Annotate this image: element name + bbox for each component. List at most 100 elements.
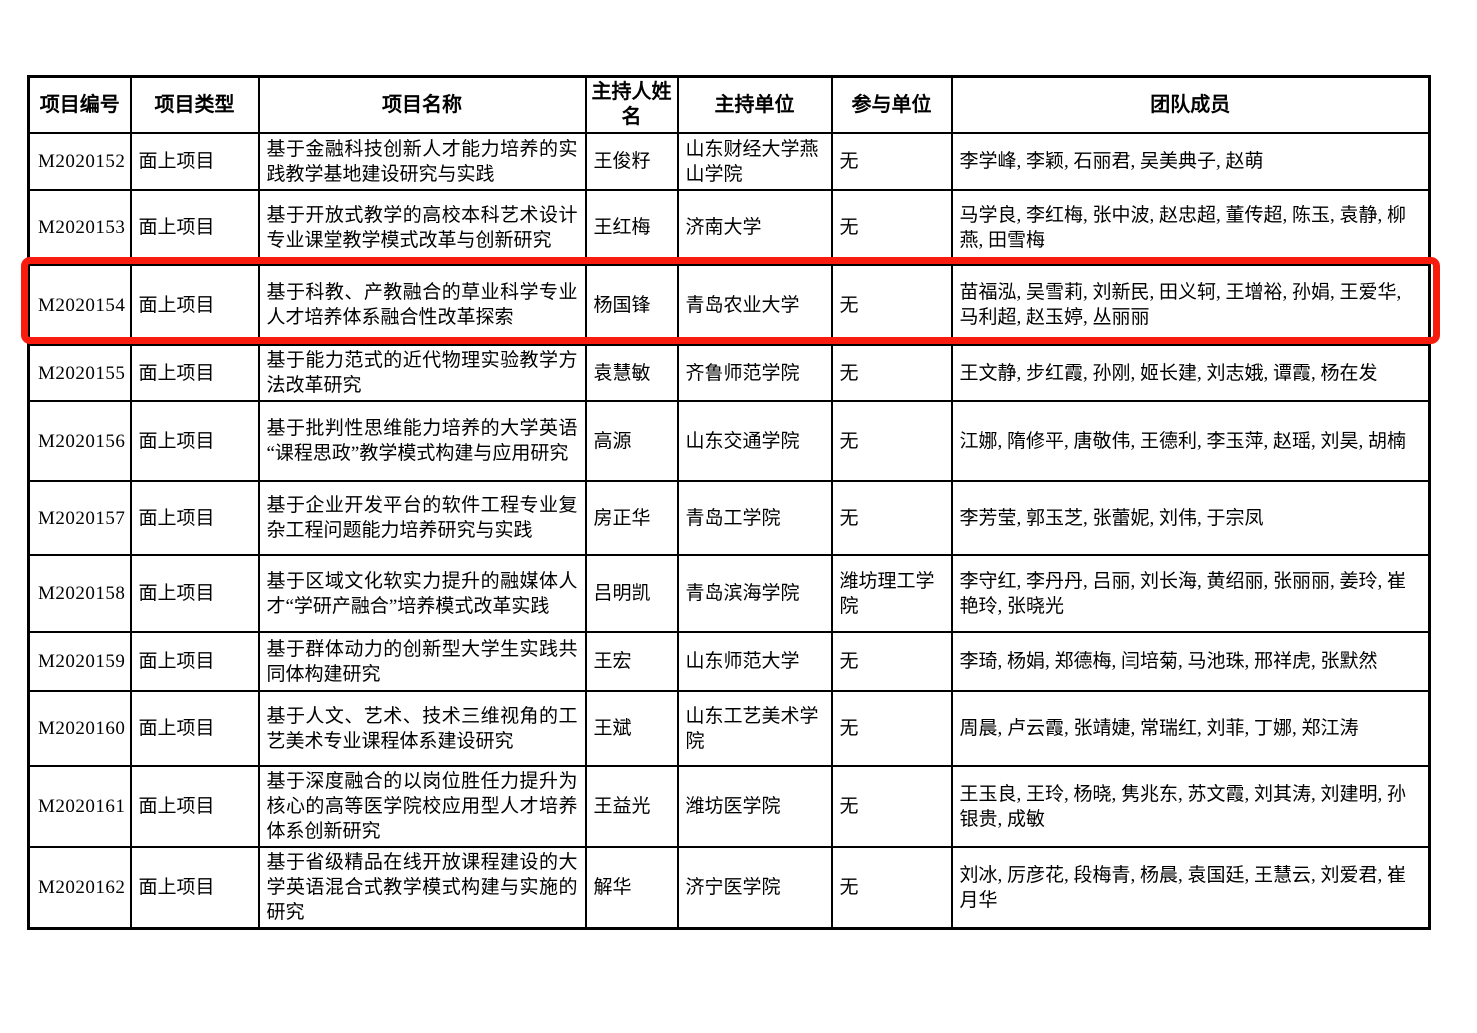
cell-team-members: 江娜, 隋修平, 唐敬伟, 王德利, 李玉萍, 赵瑶, 刘昊, 胡楠 bbox=[950, 400, 1431, 482]
cell-project-type: 面上项目 bbox=[129, 631, 260, 692]
table-header: 项目编号 项目类型 项目名称 主持人姓名 主持单位 参与单位 团队成员 bbox=[27, 75, 1431, 134]
cell-project-type: 面上项目 bbox=[129, 765, 260, 848]
cell-project-name: 基于金融科技创新人才能力培养的实践教学基地建设研究与实践 bbox=[257, 132, 587, 191]
cell-project-name: 基于区域文化软实力提升的融媒体人才“学研产融合”培养模式改革实践 bbox=[257, 554, 587, 633]
cell-leader-name: 王斌 bbox=[584, 690, 679, 767]
cell-team-members: 王玉良, 王玲, 杨晓, 隽兆东, 苏文霞, 刘其涛, 刘建明, 孙银贵, 成敏 bbox=[950, 765, 1431, 848]
cell-project-id: M2020161 bbox=[27, 765, 132, 848]
table-row[interactable]: M2020152 面上项目 基于金融科技创新人才能力培养的实践教学基地建设研究与实践… bbox=[27, 132, 1431, 191]
cell-leader-name: 高源 bbox=[584, 400, 679, 482]
header-leader-name: 主持人姓名 bbox=[584, 75, 679, 134]
cell-leader-name: 王宏 bbox=[584, 631, 679, 692]
cell-project-name: 基于能力范式的近代物理实验教学方法改革研究 bbox=[257, 344, 587, 402]
cell-host-unit: 山东交通学院 bbox=[676, 400, 833, 482]
header-partner-unit: 参与单位 bbox=[830, 75, 953, 134]
cell-partner-unit: 无 bbox=[830, 480, 953, 556]
cell-leader-name: 王红梅 bbox=[584, 189, 679, 266]
cell-project-name: 基于省级精品在线开放课程建设的大学英语混合式教学模式构建与实施的研究 bbox=[257, 846, 587, 930]
cell-project-id: M2020154 bbox=[27, 264, 132, 346]
cell-leader-name: 王俊籽 bbox=[584, 132, 679, 191]
cell-team-members: 刘冰, 厉彦花, 段梅青, 杨晨, 袁国廷, 王慧云, 刘爱君, 崔月华 bbox=[950, 846, 1431, 930]
cell-partner-unit: 无 bbox=[830, 631, 953, 692]
cell-host-unit: 济宁医学院 bbox=[676, 846, 833, 930]
cell-host-unit: 青岛工学院 bbox=[676, 480, 833, 556]
cell-project-id: M2020159 bbox=[27, 631, 132, 692]
cell-partner-unit: 无 bbox=[830, 400, 953, 482]
cell-project-type: 面上项目 bbox=[129, 480, 260, 556]
cell-partner-unit: 无 bbox=[830, 132, 953, 191]
table-row[interactable]: M2020155 面上项目 基于能力范式的近代物理实验教学方法改革研究 袁慧敏 齐鲁师范… bbox=[27, 344, 1431, 402]
table-row[interactable]: M2020162 面上项目 基于省级精品在线开放课程建设的大学英语混合式教学模式构建… bbox=[27, 846, 1431, 930]
table-row[interactable]: M2020158 面上项目 基于区域文化软实力提升的融媒体人才“学研产融合”培养模式… bbox=[27, 554, 1431, 633]
cell-host-unit: 潍坊医学院 bbox=[676, 765, 833, 848]
cell-host-unit: 青岛滨海学院 bbox=[676, 554, 833, 633]
cell-host-unit: 齐鲁师范学院 bbox=[676, 344, 833, 402]
table-row[interactable]: M2020157 面上项目 基于企业开发平台的软件工程专业复杂工程问题能力培养研究与… bbox=[27, 480, 1431, 556]
cell-project-id: M2020156 bbox=[27, 400, 132, 482]
cell-leader-name: 杨国锋 bbox=[584, 264, 679, 346]
cell-project-id: M2020160 bbox=[27, 690, 132, 767]
cell-project-id: M2020155 bbox=[27, 344, 132, 402]
cell-project-id: M2020162 bbox=[27, 846, 132, 930]
cell-project-type: 面上项目 bbox=[129, 132, 260, 191]
cell-project-id: M2020158 bbox=[27, 554, 132, 633]
cell-project-name: 基于群体动力的创新型大学生实践共同体构建研究 bbox=[257, 631, 587, 692]
cell-team-members: 马学良, 李红梅, 张中波, 赵忠超, 董传超, 陈玉, 袁静, 柳燕, 田雪梅 bbox=[950, 189, 1431, 266]
cell-project-name: 基于批判性思维能力培养的大学英语“课程思政”教学模式构建与应用研究 bbox=[257, 400, 587, 482]
header-row: 项目编号 项目类型 项目名称 主持人姓名 主持单位 参与单位 团队成员 bbox=[27, 75, 1431, 134]
cell-team-members: 周晨, 卢云霞, 张靖婕, 常瑞红, 刘菲, 丁娜, 郑江涛 bbox=[950, 690, 1431, 767]
cell-host-unit: 山东工艺美术学院 bbox=[676, 690, 833, 767]
cell-project-name: 基于深度融合的以岗位胜任力提升为核心的高等医学院校应用型人才培养体系创新研究 bbox=[257, 765, 587, 848]
cell-team-members: 王文静, 步红霞, 孙刚, 姬长建, 刘志娥, 谭霞, 杨在发 bbox=[950, 344, 1431, 402]
cell-leader-name: 房正华 bbox=[584, 480, 679, 556]
cell-leader-name: 解华 bbox=[584, 846, 679, 930]
cell-partner-unit: 无 bbox=[830, 690, 953, 767]
cell-leader-name: 吕明凯 bbox=[584, 554, 679, 633]
cell-project-name: 基于企业开发平台的软件工程专业复杂工程问题能力培养研究与实践 bbox=[257, 480, 587, 556]
projects-table-container: 项目编号 项目类型 项目名称 主持人姓名 主持单位 参与单位 团队成员 M202… bbox=[21, 75, 1440, 930]
cell-partner-unit: 无 bbox=[830, 344, 953, 402]
cell-project-type: 面上项目 bbox=[129, 400, 260, 482]
cell-partner-unit: 无 bbox=[830, 846, 953, 930]
cell-project-name: 基于开放式教学的高校本科艺术设计专业课堂教学模式改革与创新研究 bbox=[257, 189, 587, 266]
table-row[interactable]: M2020156 面上项目 基于批判性思维能力培养的大学英语“课程思政”教学模式构建… bbox=[27, 400, 1431, 482]
cell-team-members: 李琦, 杨娟, 郑德梅, 闫培菊, 马池珠, 邢祥虎, 张默然 bbox=[950, 631, 1431, 692]
projects-table: 项目编号 项目类型 项目名称 主持人姓名 主持单位 参与单位 团队成员 M202… bbox=[27, 75, 1431, 930]
cell-partner-unit: 无 bbox=[830, 264, 953, 346]
cell-project-name: 基于人文、艺术、技术三维视角的工艺美术专业课程体系建设研究 bbox=[257, 690, 587, 767]
cell-leader-name: 袁慧敏 bbox=[584, 344, 679, 402]
header-project-id: 项目编号 bbox=[27, 75, 132, 134]
cell-project-name: 基于科教、产教融合的草业科学专业人才培养体系融合性改革探索 bbox=[257, 264, 587, 346]
cell-project-type: 面上项目 bbox=[129, 189, 260, 266]
cell-team-members: 李芳莹, 郭玉芝, 张蕾妮, 刘伟, 于宗凤 bbox=[950, 480, 1431, 556]
header-project-type: 项目类型 bbox=[129, 75, 260, 134]
table-row[interactable]: M2020154 面上项目 基于科教、产教融合的草业科学专业人才培养体系融合性改革探… bbox=[27, 264, 1431, 346]
table-row[interactable]: M2020161 面上项目 基于深度融合的以岗位胜任力提升为核心的高等医学院校应用型… bbox=[27, 765, 1431, 848]
cell-project-type: 面上项目 bbox=[129, 846, 260, 930]
cell-project-type: 面上项目 bbox=[129, 344, 260, 402]
cell-project-id: M2020152 bbox=[27, 132, 132, 191]
cell-partner-unit: 无 bbox=[830, 189, 953, 266]
cell-leader-name: 王益光 bbox=[584, 765, 679, 848]
cell-host-unit: 山东财经大学燕山学院 bbox=[676, 132, 833, 191]
cell-team-members: 李守红, 李丹丹, 吕丽, 刘长海, 黄绍丽, 张丽丽, 姜玲, 崔艳玲, 张晓… bbox=[950, 554, 1431, 633]
table-row[interactable]: M2020159 面上项目 基于群体动力的创新型大学生实践共同体构建研究 王宏 山东师范… bbox=[27, 631, 1431, 692]
header-team-members: 团队成员 bbox=[950, 75, 1431, 134]
cell-host-unit: 济南大学 bbox=[676, 189, 833, 266]
cell-project-id: M2020157 bbox=[27, 480, 132, 556]
table-body: M2020152 面上项目 基于金融科技创新人才能力培养的实践教学基地建设研究与实践… bbox=[27, 132, 1431, 930]
cell-partner-unit: 潍坊理工学院 bbox=[830, 554, 953, 633]
cell-project-type: 面上项目 bbox=[129, 264, 260, 346]
table-row[interactable]: M2020160 面上项目 基于人文、艺术、技术三维视角的工艺美术专业课程体系建设研… bbox=[27, 690, 1431, 767]
cell-host-unit: 山东师范大学 bbox=[676, 631, 833, 692]
header-project-name: 项目名称 bbox=[257, 75, 587, 134]
cell-team-members: 李学峰, 李颖, 石丽君, 吴美典子, 赵萌 bbox=[950, 132, 1431, 191]
cell-project-type: 面上项目 bbox=[129, 554, 260, 633]
cell-partner-unit: 无 bbox=[830, 765, 953, 848]
cell-team-members: 苗福泓, 吴雪莉, 刘新民, 田义轲, 王增裕, 孙娟, 王爱华, 马利超, 赵… bbox=[950, 264, 1431, 346]
cell-project-type: 面上项目 bbox=[129, 690, 260, 767]
table-row[interactable]: M2020153 面上项目 基于开放式教学的高校本科艺术设计专业课堂教学模式改革与创… bbox=[27, 189, 1431, 266]
cell-project-id: M2020153 bbox=[27, 189, 132, 266]
cell-host-unit: 青岛农业大学 bbox=[676, 264, 833, 346]
